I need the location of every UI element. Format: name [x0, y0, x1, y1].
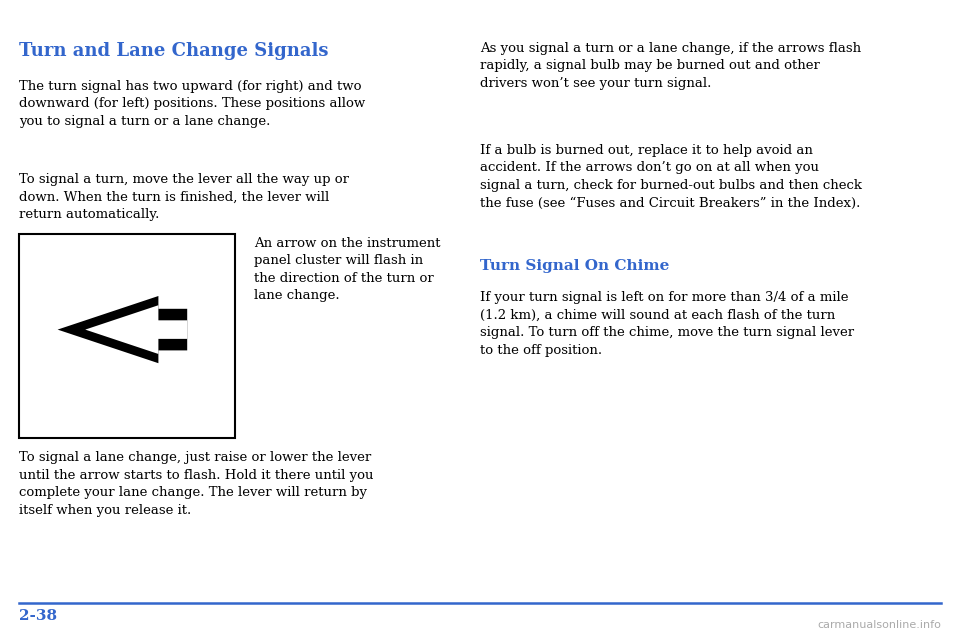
- Text: Turn and Lane Change Signals: Turn and Lane Change Signals: [19, 42, 328, 60]
- Text: As you signal a turn or a lane change, if the arrows flash
rapidly, a signal bul: As you signal a turn or a lane change, i…: [480, 42, 861, 90]
- Text: An arrow on the instrument
panel cluster will flash in
the direction of the turn: An arrow on the instrument panel cluster…: [254, 237, 441, 302]
- Polygon shape: [85, 305, 187, 354]
- Text: The turn signal has two upward (for right) and two
downward (for left) positions: The turn signal has two upward (for righ…: [19, 80, 366, 128]
- Text: 2-38: 2-38: [19, 609, 58, 623]
- Text: If a bulb is burned out, replace it to help avoid an
accident. If the arrows don: If a bulb is burned out, replace it to h…: [480, 144, 862, 209]
- Polygon shape: [58, 296, 187, 363]
- Text: Turn Signal On Chime: Turn Signal On Chime: [480, 259, 669, 273]
- Text: If your turn signal is left on for more than 3/4 of a mile
(1.2 km), a chime wil: If your turn signal is left on for more …: [480, 291, 854, 356]
- Bar: [19, 234, 235, 438]
- Text: To signal a lane change, just raise or lower the lever
until the arrow starts to: To signal a lane change, just raise or l…: [19, 451, 373, 516]
- Text: carmanualsonline.info: carmanualsonline.info: [817, 620, 941, 630]
- Text: To signal a turn, move the lever all the way up or
down. When the turn is finish: To signal a turn, move the lever all the…: [19, 173, 349, 221]
